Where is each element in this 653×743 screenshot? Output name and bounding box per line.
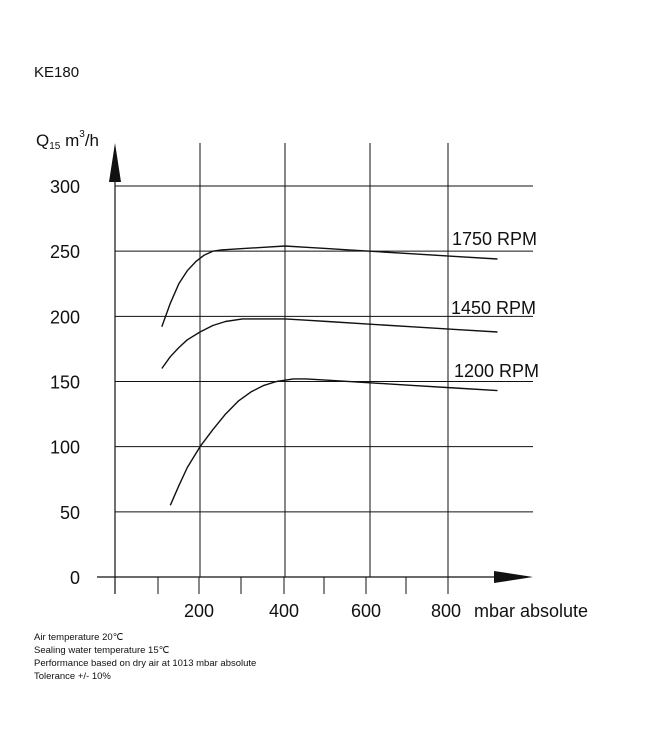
note-performance-basis: Performance based on dry air at 1013 mba… bbox=[34, 658, 257, 669]
x-tick-label-400: 400 bbox=[269, 601, 299, 621]
note-tolerance: Tolerance +/- 10% bbox=[34, 671, 111, 682]
x-axis-label: mbar absolute bbox=[474, 601, 588, 621]
y-tick-label-100: 100 bbox=[50, 438, 80, 458]
note-air-temperature: Air temperature 20℃ bbox=[34, 632, 124, 643]
series-label-1450-rpm: 1450 RPM bbox=[451, 298, 536, 318]
x-tick-label-200: 200 bbox=[184, 601, 214, 621]
model-title: KE180 bbox=[34, 64, 80, 81]
y-axis-label: Q15 m3/h bbox=[36, 129, 99, 152]
series-label-1750-rpm: 1750 RPM bbox=[452, 229, 537, 249]
x-axis-arrow bbox=[494, 571, 533, 583]
series-label-1200-rpm: 1200 RPM bbox=[454, 361, 539, 381]
y-tick-label-200: 200 bbox=[50, 307, 80, 327]
notes-block: Air temperature 20℃ Sealing water temper… bbox=[34, 631, 256, 683]
note-sealing-water-temperature: Sealing water temperature 15℃ bbox=[34, 645, 170, 656]
series-line-1200-rpm bbox=[169, 378, 498, 506]
x-tick-label-600: 600 bbox=[351, 601, 381, 621]
y-tick-label-300: 300 bbox=[50, 177, 80, 197]
series-line-1750-rpm bbox=[161, 245, 498, 328]
series-line-1450-rpm bbox=[161, 318, 498, 369]
y-tick-label-50: 50 bbox=[60, 503, 80, 523]
y-tick-label-0: 0 bbox=[70, 568, 80, 588]
x-tick-label-800: 800 bbox=[431, 601, 461, 621]
y-tick-label-150: 150 bbox=[50, 373, 80, 393]
y-axis-arrow bbox=[109, 143, 121, 182]
y-tick-label-250: 250 bbox=[50, 242, 80, 262]
